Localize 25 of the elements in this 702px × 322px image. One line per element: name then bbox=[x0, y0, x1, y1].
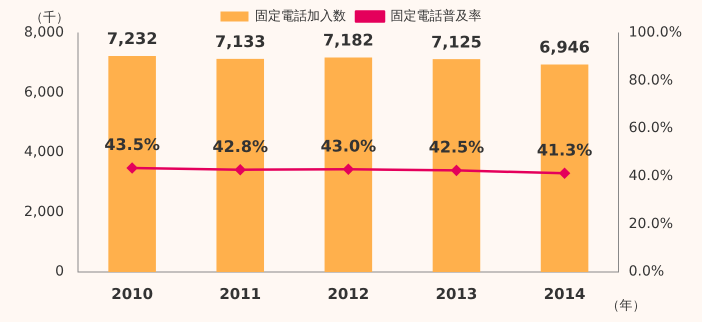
y2-tick-label: 80.0% bbox=[628, 72, 674, 88]
y-tick-label: 4,000 bbox=[24, 144, 64, 160]
y-tick-label: 6,000 bbox=[24, 84, 64, 100]
y2-tick-label: 0.0% bbox=[628, 264, 664, 280]
x-tick-label: 2010 bbox=[111, 284, 154, 303]
x-tick-label: 2013 bbox=[436, 284, 478, 303]
y2-tick-label: 40.0% bbox=[628, 168, 674, 184]
data-label: 7,125 bbox=[431, 32, 482, 52]
y2-tick-label: 20.0% bbox=[628, 216, 674, 232]
data-label: 6,946 bbox=[539, 38, 590, 57]
data-label: 7,232 bbox=[106, 29, 158, 48]
y-axis-title: （千） bbox=[30, 10, 69, 26]
y-tick-label: 8,000 bbox=[24, 24, 64, 41]
x-tick-label: 2012 bbox=[327, 284, 370, 303]
x-axis-title: （年） bbox=[606, 298, 646, 314]
x-tick-label: 2014 bbox=[544, 284, 586, 303]
x-tick-label: 2011 bbox=[219, 284, 262, 303]
y-tick-label: 0 bbox=[55, 264, 64, 280]
data-label: 7,182 bbox=[323, 30, 374, 50]
y2-tick-label: 100.0% bbox=[628, 24, 682, 41]
data-label: 7,133 bbox=[214, 32, 266, 52]
y-tick-label: 2,000 bbox=[24, 204, 64, 220]
legend-label: 固定電話加入数 bbox=[255, 8, 346, 24]
legend-label: 固定電話普及率 bbox=[390, 8, 482, 24]
y2-tick-label: 60.0% bbox=[628, 120, 674, 136]
